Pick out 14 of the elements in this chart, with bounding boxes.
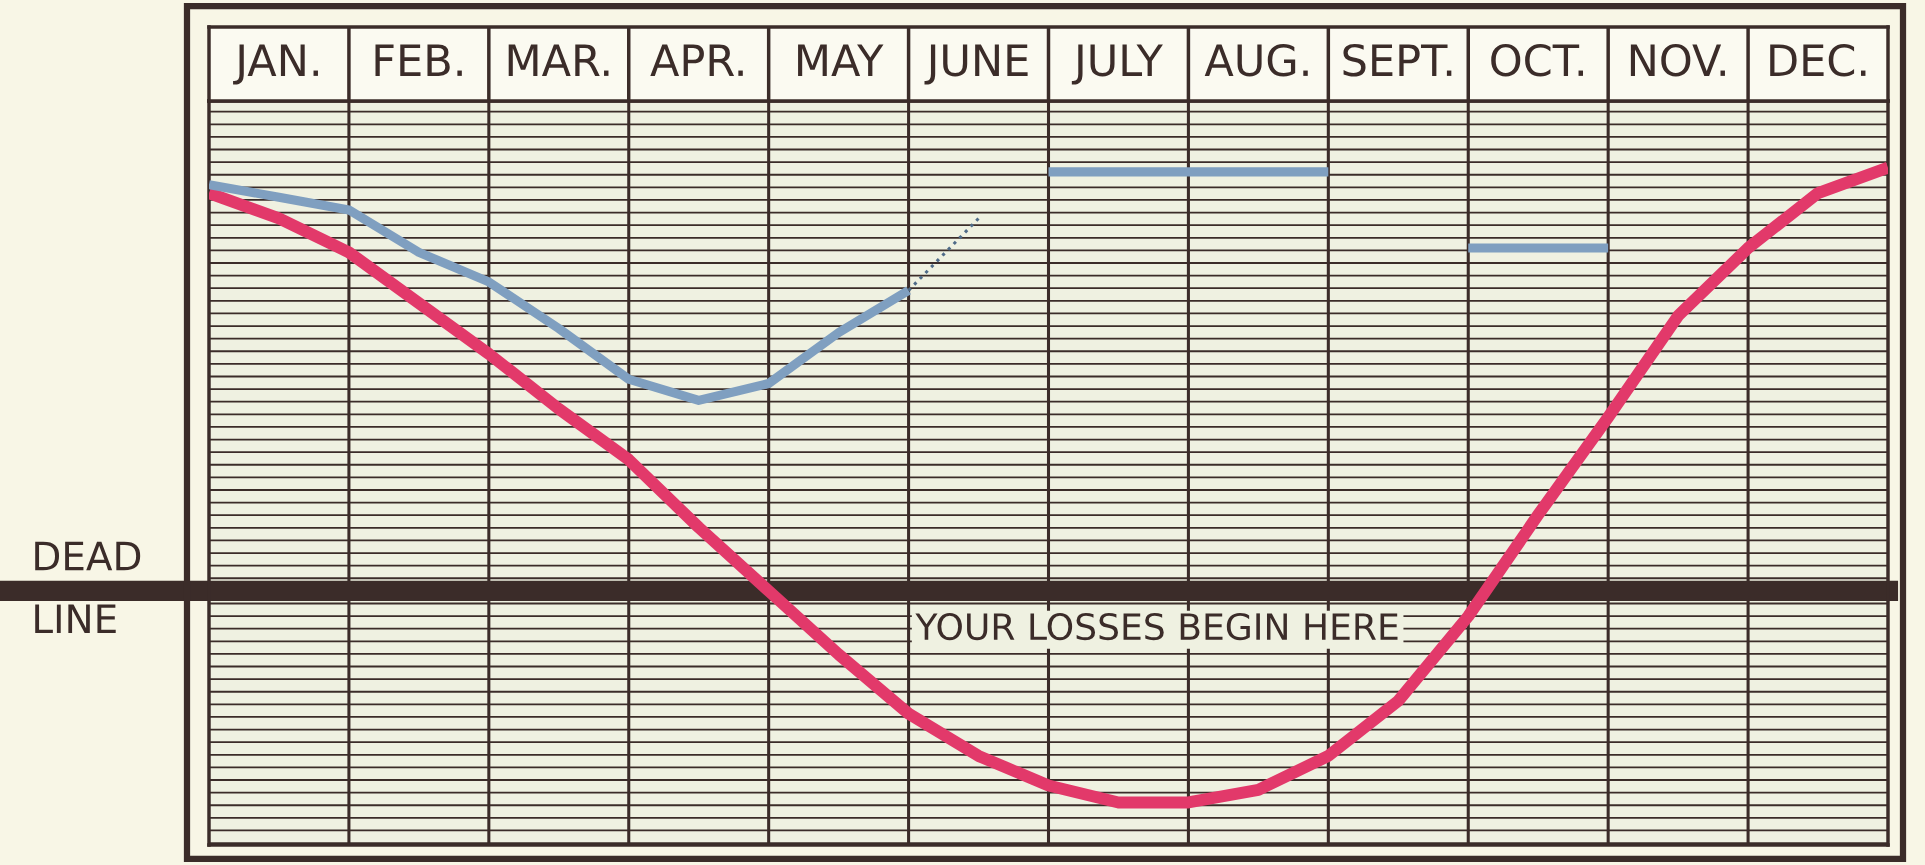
x-tick-label: FEB. xyxy=(375,44,462,76)
x-tick-label: MAY xyxy=(798,44,884,76)
x-tick-label: JAN. xyxy=(233,44,318,85)
x-tick-label: MAR. xyxy=(508,44,609,76)
annotation: YOUR LOSSES BEGIN HERE xyxy=(915,612,1398,641)
x-tick-label: NOV. xyxy=(1630,43,1725,77)
x-tick-label: JULY xyxy=(1071,44,1163,85)
x-tick-label: SEPT. xyxy=(1343,43,1452,77)
x-tick-label: JUNE xyxy=(924,44,1028,85)
ref-line-label: DEAD LINE xyxy=(35,541,141,633)
x-tick-label: OCT. xyxy=(1491,43,1583,77)
x-tick-label: APR. xyxy=(650,44,743,76)
x-tick-label: DEC. xyxy=(1770,43,1866,77)
x-tick-label: AUG. xyxy=(1204,43,1308,77)
